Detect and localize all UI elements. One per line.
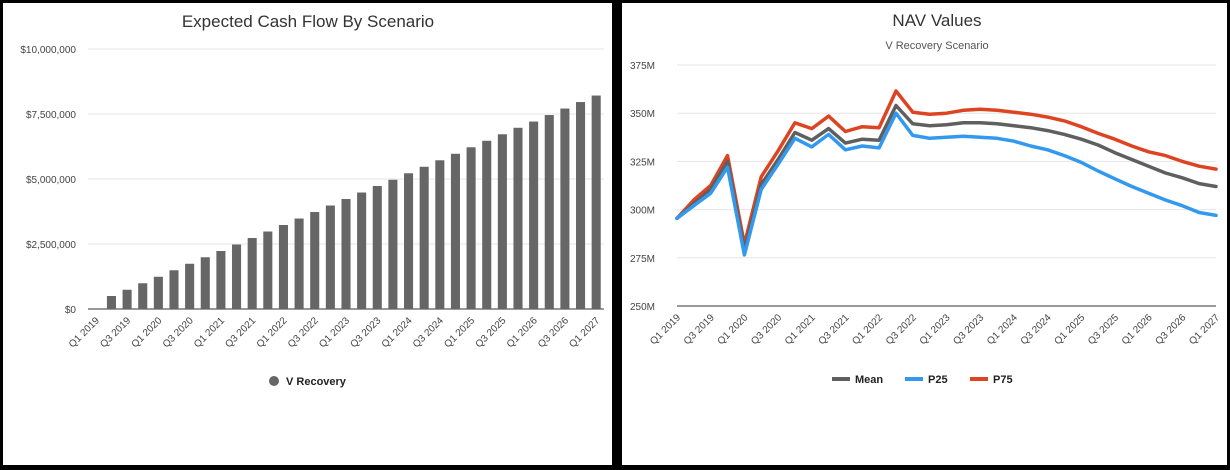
bar bbox=[419, 166, 429, 309]
x-tick-label: Q1 2023 bbox=[317, 315, 352, 350]
x-tick-label: Q1 2019 bbox=[67, 315, 102, 350]
nav-values-chart: NAV Values V Recovery Scenario 250M 275M 3… bbox=[630, 11, 1222, 386]
bar bbox=[341, 199, 351, 309]
x-tick-label: Q3 2020 bbox=[161, 315, 196, 350]
x-tick-label: Q3 2023 bbox=[951, 312, 986, 347]
cash-flow-chart-title: Expected Cash Flow By Scenario bbox=[182, 12, 434, 31]
y-tick-label: $0 bbox=[65, 305, 77, 316]
y-tick-label: $7,500,000 bbox=[26, 110, 76, 121]
series-line-mean bbox=[675, 103, 1218, 252]
x-tick-label: Q1 2026 bbox=[505, 315, 540, 350]
bar bbox=[388, 179, 398, 309]
x-tick-label: Q3 2024 bbox=[411, 315, 446, 350]
x-tick-label: Q3 2019 bbox=[682, 312, 717, 347]
bar bbox=[138, 283, 148, 309]
nav-values-chart-panel: NAV Values V Recovery Scenario 250M 275M 3… bbox=[622, 3, 1227, 465]
x-tick-label: Q1 2024 bbox=[380, 315, 415, 350]
bar bbox=[466, 147, 476, 309]
x-tick-label: Q3 2026 bbox=[536, 315, 571, 350]
bar bbox=[325, 205, 335, 309]
bar bbox=[435, 160, 445, 309]
bar bbox=[591, 95, 601, 309]
legend-label: Mean bbox=[855, 374, 883, 386]
bar bbox=[513, 127, 523, 309]
x-tick-label: Q3 2025 bbox=[474, 315, 509, 350]
x-tick-label: Q1 2022 bbox=[255, 315, 290, 350]
bar bbox=[294, 218, 304, 309]
legend-label: V Recovery bbox=[286, 376, 347, 388]
bar bbox=[185, 263, 195, 309]
x-tick-label: Q1 2025 bbox=[1052, 312, 1087, 347]
legend-label: P75 bbox=[993, 374, 1013, 386]
bar bbox=[560, 108, 570, 309]
bar bbox=[232, 244, 242, 309]
cash-flow-chart-panel: Expected Cash Flow By Scenario $0 $2,500,… bbox=[3, 3, 612, 465]
x-tick-label: Q3 2025 bbox=[1086, 312, 1121, 347]
nav-chart-title: NAV Values bbox=[892, 11, 981, 30]
x-tick-label: Q1 2022 bbox=[850, 312, 885, 347]
y-tick-label: 250M bbox=[630, 302, 655, 313]
x-tick-label: Q1 2021 bbox=[192, 315, 227, 350]
x-tick-label: Q3 2019 bbox=[98, 315, 133, 350]
x-tick-label: Q1 2025 bbox=[442, 315, 477, 350]
x-tick-label: Q3 2023 bbox=[348, 315, 383, 350]
x-tick-label: Q3 2022 bbox=[884, 312, 919, 347]
y-tick-label: 350M bbox=[630, 109, 655, 120]
legend-label: P25 bbox=[928, 374, 948, 386]
bar bbox=[169, 270, 179, 309]
y-tick-label: 375M bbox=[630, 61, 655, 72]
x-tick-label: Q3 2021 bbox=[223, 315, 258, 350]
bar bbox=[263, 231, 273, 309]
bar bbox=[576, 102, 586, 309]
bar bbox=[450, 153, 460, 309]
bar bbox=[357, 192, 367, 309]
bar bbox=[497, 134, 507, 309]
bar bbox=[544, 115, 554, 309]
y-tick-label: $10,000,000 bbox=[20, 45, 76, 56]
bar bbox=[529, 121, 539, 309]
cash-flow-chart: Expected Cash Flow By Scenario $0 $2,500,… bbox=[20, 12, 604, 388]
bar bbox=[278, 225, 288, 309]
x-tick-label: Q1 2021 bbox=[783, 312, 818, 347]
bar bbox=[482, 140, 492, 309]
bar bbox=[122, 289, 132, 309]
x-tick-label: Q3 2020 bbox=[749, 312, 784, 347]
bar bbox=[247, 238, 257, 309]
nav-chart-subtitle: V Recovery Scenario bbox=[885, 40, 988, 52]
x-tick-label: Q3 2021 bbox=[817, 312, 852, 347]
y-tick-label: $5,000,000 bbox=[26, 175, 76, 186]
series-line-p25 bbox=[675, 111, 1218, 257]
x-tick-label: Q1 2020 bbox=[130, 315, 165, 350]
bar bbox=[310, 212, 320, 309]
series-line-p75 bbox=[675, 89, 1218, 247]
x-tick-label: Q1 2024 bbox=[985, 312, 1020, 347]
y-tick-label: $2,500,000 bbox=[26, 240, 76, 251]
y-tick-label: 325M bbox=[630, 157, 655, 168]
x-tick-label: Q3 2024 bbox=[1019, 312, 1054, 347]
x-tick-label: Q3 2022 bbox=[286, 315, 321, 350]
bar bbox=[153, 276, 163, 309]
x-tick-label: Q1 2027 bbox=[567, 315, 602, 350]
x-tick-label: Q1 2019 bbox=[648, 312, 683, 347]
x-tick-label: Q1 2023 bbox=[918, 312, 953, 347]
bar bbox=[404, 173, 414, 309]
bar bbox=[106, 296, 116, 309]
y-tick-label: 300M bbox=[630, 206, 655, 217]
bar bbox=[372, 186, 382, 309]
x-tick-label: Q3 2026 bbox=[1154, 312, 1189, 347]
x-tick-label: Q1 2027 bbox=[1187, 312, 1222, 347]
legend-swatch bbox=[269, 376, 279, 386]
bar bbox=[216, 251, 226, 309]
y-tick-label: 275M bbox=[630, 254, 655, 265]
x-tick-label: Q1 2020 bbox=[716, 312, 751, 347]
bar bbox=[200, 257, 210, 309]
x-tick-label: Q1 2026 bbox=[1120, 312, 1155, 347]
